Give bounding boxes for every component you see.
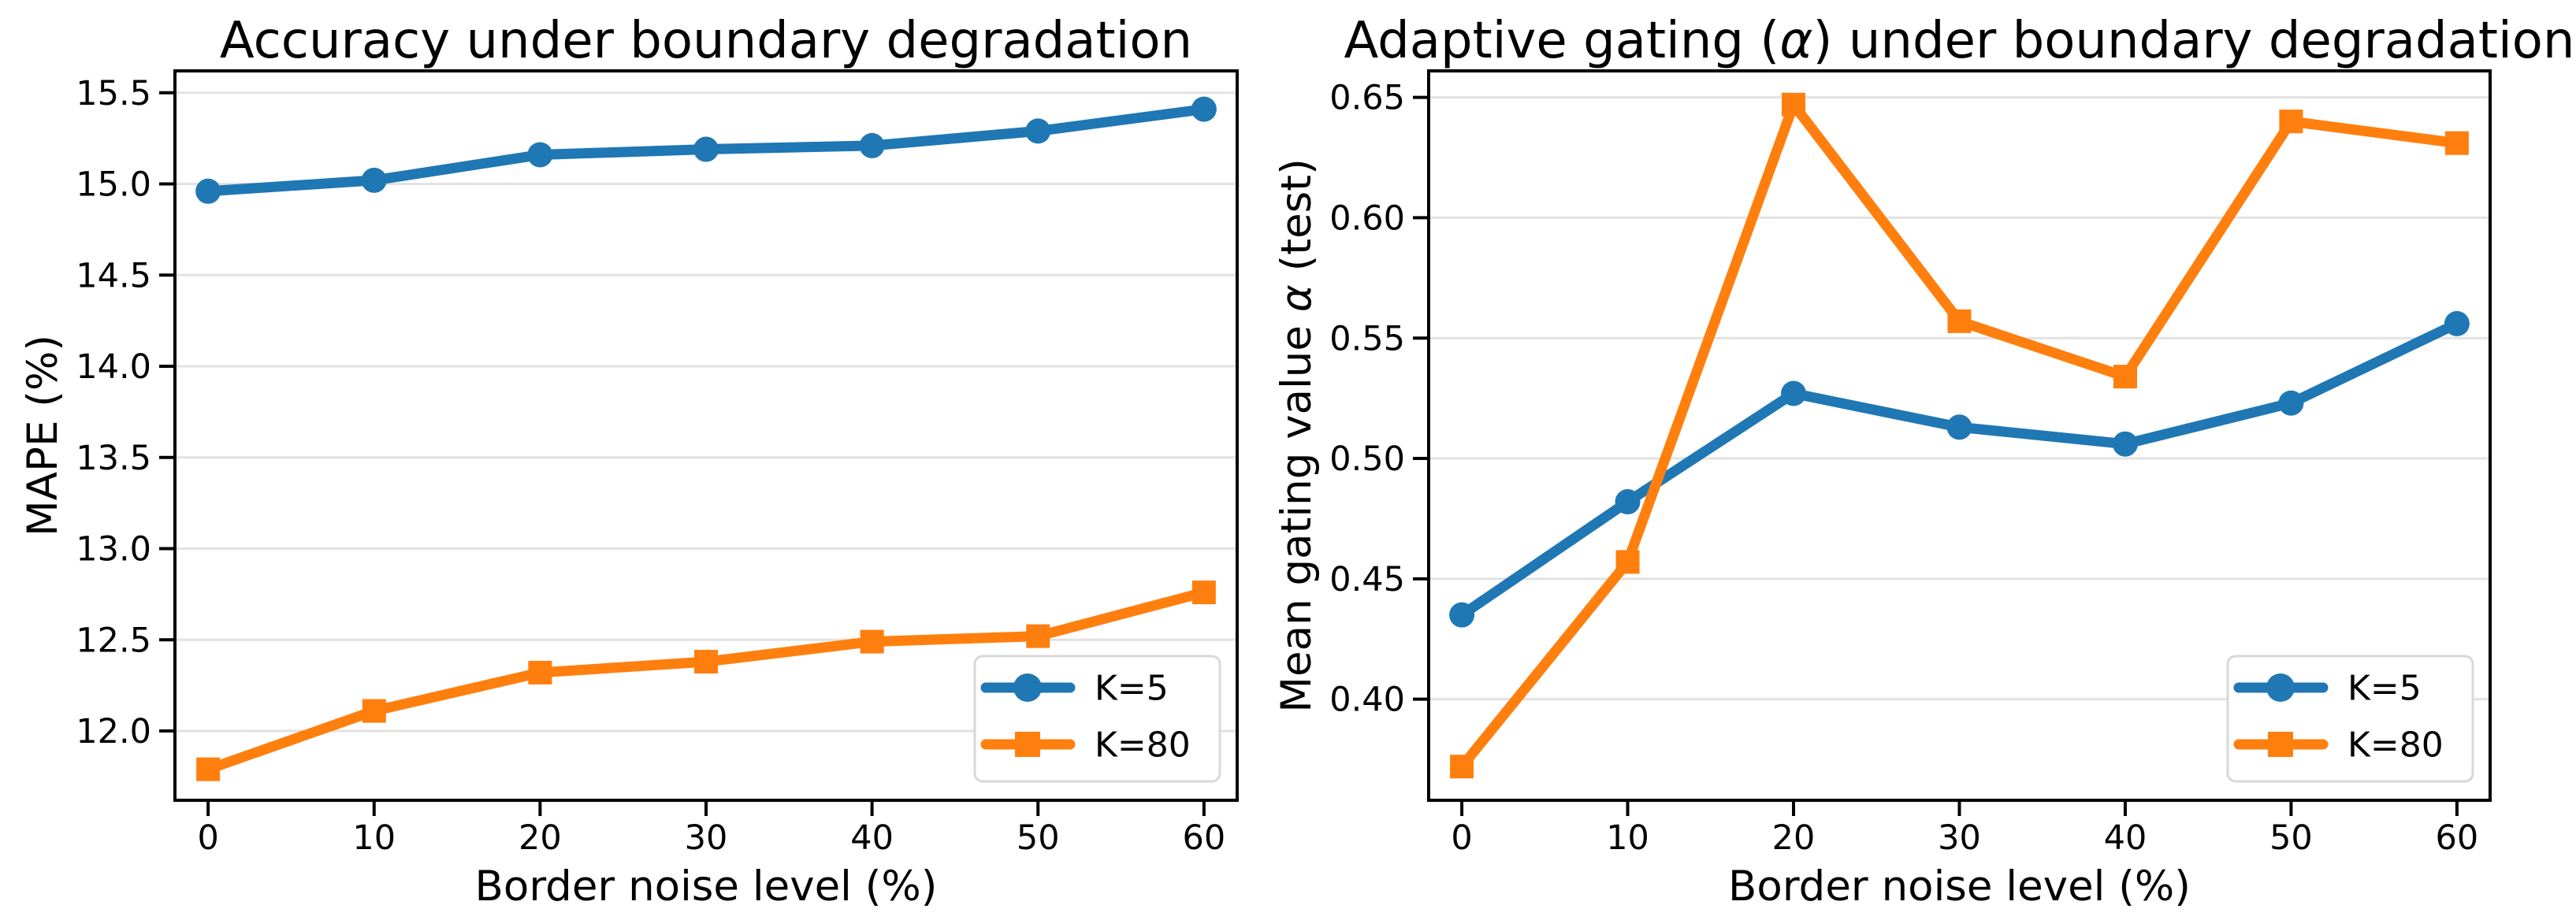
series-k5-marker (1191, 96, 1217, 122)
x-tick-label: 0 (197, 818, 218, 858)
x-tick-label: 20 (1772, 818, 1816, 858)
legend-k5-marker-icon (1013, 673, 1042, 702)
series-k5-marker (2112, 431, 2138, 457)
x-axis-label: Border noise level (%) (1728, 862, 2191, 911)
series-k5-marker (1781, 380, 1807, 406)
series-k5-marker (1615, 489, 1641, 515)
series-k80-marker (2444, 131, 2469, 155)
legend-k80-marker-icon (2268, 732, 2293, 757)
series-k5-marker (195, 178, 221, 204)
series-k5-marker (1449, 602, 1475, 628)
x-tick-label: 50 (2269, 818, 2313, 858)
legend-k80-marker-icon (1015, 732, 1040, 757)
series-k80-marker (2113, 365, 2137, 389)
x-tick-label: 30 (685, 818, 728, 858)
y-tick-label: 13.5 (76, 439, 151, 478)
y-tick-label: 0.65 (1329, 79, 1405, 118)
series-k80-marker (196, 757, 221, 781)
y-tick-label: 12.0 (76, 712, 151, 751)
series-k80-marker (860, 629, 884, 654)
series-k80-marker (2279, 109, 2303, 134)
y-tick-label: 0.55 (1329, 319, 1405, 358)
series-k80-marker (1450, 755, 1474, 779)
series-k5-marker (859, 132, 885, 158)
x-axis-label: Border noise level (%) (475, 862, 938, 911)
series-k80-marker (362, 699, 386, 723)
x-tick-label: 40 (850, 818, 894, 858)
chart-title: Accuracy under boundary degradation (220, 12, 1192, 70)
y-tick-label: 0.45 (1329, 560, 1405, 599)
y-tick-label: 0.60 (1329, 198, 1405, 238)
x-tick-label: 40 (2104, 818, 2147, 858)
series-k5-marker (693, 136, 719, 162)
legend-label: K=5 (2347, 668, 2422, 708)
series-k5-marker (1025, 118, 1051, 144)
x-tick-label: 10 (352, 818, 396, 858)
x-tick-label: 20 (519, 818, 562, 858)
legend-label: K=80 (1095, 725, 1191, 765)
series-k80-marker (694, 650, 718, 674)
y-tick-label: 13.0 (76, 530, 151, 569)
x-tick-label: 30 (1938, 818, 1981, 858)
y-tick-label: 0.40 (1329, 681, 1405, 720)
x-tick-label: 50 (1017, 818, 1060, 858)
y-tick-label: 15.0 (76, 165, 151, 205)
series-k5-marker (2444, 310, 2470, 336)
y-tick-label: 14.5 (76, 256, 151, 295)
y-tick-label: 14.0 (76, 347, 151, 387)
series-k80-marker (1615, 550, 1640, 574)
legend-k5-marker-icon (2266, 673, 2295, 702)
legend: K=5 K=80 (973, 655, 1221, 783)
series-k5-marker (1946, 414, 1972, 440)
series-k5-marker (2278, 390, 2304, 416)
chart-gating: 0.40 0.45 0.50 0.55 0.60 0.65 0 10 20 30 40 50 60 Ada… (1273, 12, 2574, 911)
series-k80-marker (528, 660, 552, 684)
legend-label: K=80 (2347, 725, 2444, 765)
y-tick-label: 12.5 (76, 621, 151, 660)
y-axis-label: MAPE (%) (19, 335, 67, 536)
legend: K=5 K=80 (2226, 655, 2474, 783)
legend-label: K=5 (1095, 668, 1169, 708)
series-k80-marker (1191, 581, 1216, 605)
chart-title: Adaptive gating (α) under boundary degra… (1344, 12, 2575, 70)
series-k5-marker (527, 142, 553, 168)
series-k5-line (1456, 318, 2463, 621)
chart-accuracy: 12.0 12.5 13.0 13.5 14.0 14.5 15.0 15.5 0 10 20 30 4… (19, 12, 1239, 911)
series-k80-marker (1782, 92, 1806, 117)
x-tick-label: 60 (1183, 818, 1226, 858)
x-tick-label: 60 (2436, 818, 2479, 858)
x-tick-label: 10 (1606, 818, 1649, 858)
y-tick-label: 0.50 (1329, 440, 1405, 479)
series-k80-marker (1947, 309, 1972, 333)
y-tick-label: 15.5 (76, 74, 151, 113)
series-k80-marker (1026, 624, 1050, 648)
series-k5-marker (361, 167, 387, 193)
y-axis-label: Mean gating value α (test) (1273, 158, 1321, 713)
x-tick-label: 0 (1451, 818, 1472, 858)
